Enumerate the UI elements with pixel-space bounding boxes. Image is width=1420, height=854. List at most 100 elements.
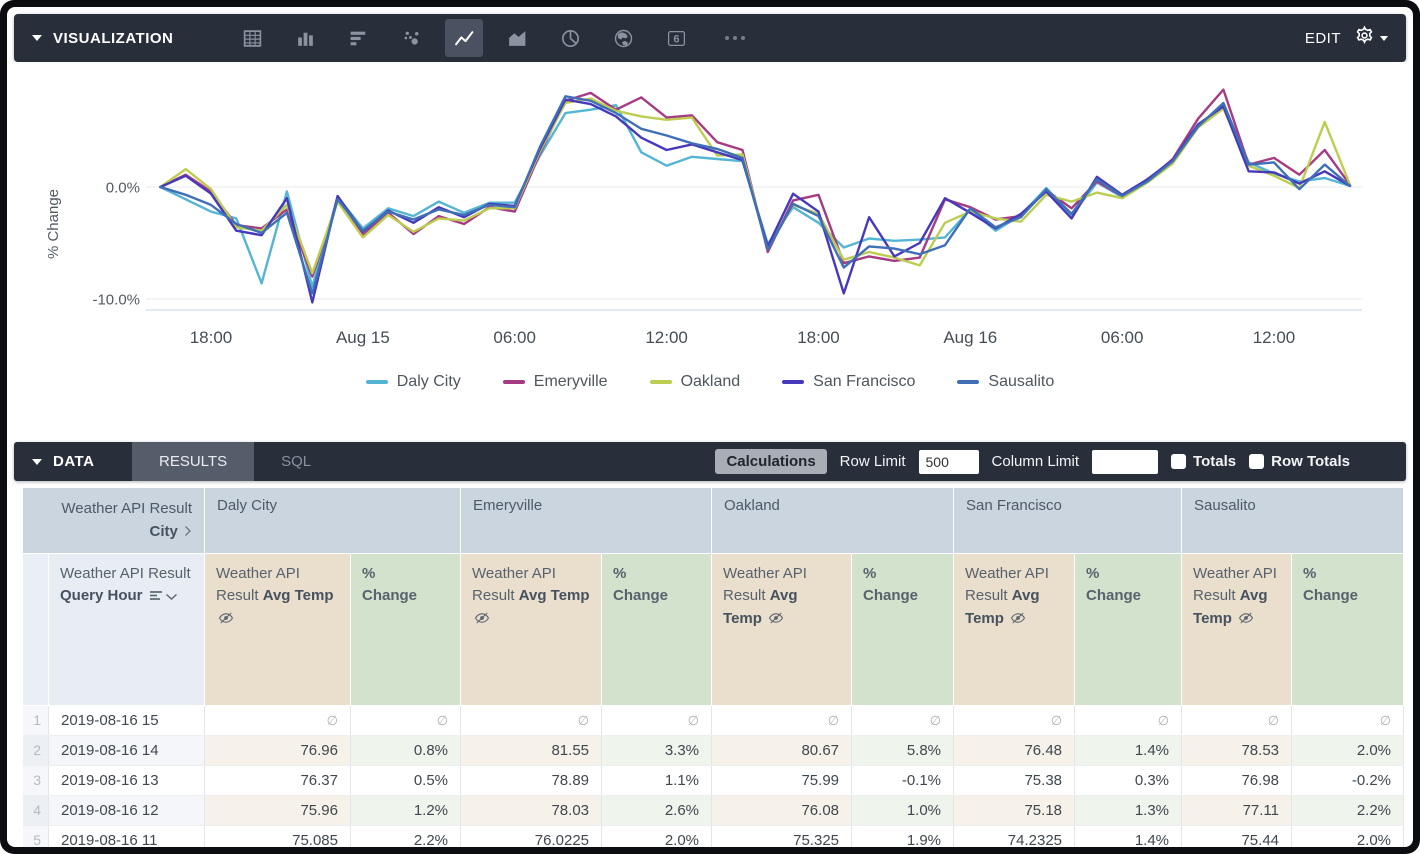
chart-type-line-icon[interactable] bbox=[445, 19, 484, 57]
pct-change-cell[interactable]: 5.8% bbox=[851, 735, 955, 766]
avg-temp-cell[interactable]: 74.2325 bbox=[953, 825, 1076, 847]
avg-temp-cell[interactable]: ∅ bbox=[711, 705, 853, 736]
chart-line-sausalito[interactable] bbox=[159, 95, 1352, 295]
pct-change-cell[interactable]: 0.5% bbox=[350, 765, 462, 796]
pct-change-cell[interactable]: 2.2% bbox=[350, 825, 462, 847]
avg-temp-cell[interactable]: 75.085 bbox=[204, 825, 351, 847]
chart-type-bar-icon[interactable] bbox=[339, 19, 377, 57]
column-limit-input[interactable] bbox=[1092, 449, 1159, 474]
chart-type-map-icon[interactable] bbox=[604, 19, 642, 57]
pct-change-cell[interactable]: 1.0% bbox=[851, 795, 955, 826]
pct-change-cell[interactable]: ∅ bbox=[350, 705, 462, 736]
pct-change-cell[interactable]: 1.3% bbox=[1074, 795, 1183, 826]
avg-temp-cell[interactable]: 77.11 bbox=[1181, 795, 1293, 826]
avg-temp-cell[interactable]: 81.55 bbox=[460, 735, 603, 766]
avg-temp-cell[interactable]: ∅ bbox=[204, 705, 351, 736]
line-chart-canvas[interactable]: 0.0% -10.0% 18:00 Aug 15 06:00 12:00 18:00 Aug … bbox=[14, 62, 1406, 358]
avg-temp-cell[interactable]: 78.03 bbox=[460, 795, 603, 826]
avg-temp-cell[interactable]: ∅ bbox=[953, 705, 1076, 736]
pct-change-cell[interactable]: 1.2% bbox=[350, 795, 462, 826]
chart-type-table-icon[interactable] bbox=[233, 19, 271, 57]
pct-change-cell[interactable]: 1.1% bbox=[601, 765, 713, 796]
edit-button[interactable]: EDIT bbox=[1304, 29, 1341, 47]
pct-change-cell[interactable]: 0.8% bbox=[350, 735, 462, 766]
pct-change-cell[interactable]: ∅ bbox=[601, 705, 713, 736]
avg-temp-header-emeryville[interactable]: Weather API Result Avg Temp bbox=[460, 552, 603, 706]
avg-temp-header-oakland[interactable]: Weather API Result Avg Temp bbox=[711, 552, 853, 706]
row-totals-checkbox[interactable] bbox=[1249, 454, 1265, 469]
pct-change-cell[interactable]: 0.3% bbox=[1074, 765, 1183, 796]
pct-change-cell[interactable]: 1.4% bbox=[1074, 735, 1183, 766]
avg-temp-cell[interactable]: 76.48 bbox=[953, 735, 1076, 766]
avg-temp-cell[interactable]: 75.99 bbox=[711, 765, 853, 796]
avg-temp-header-san-francisco[interactable]: Weather API Result Avg Temp bbox=[953, 552, 1076, 706]
avg-temp-cell[interactable]: 76.96 bbox=[204, 735, 351, 766]
legend-item-sausalito[interactable]: Sausalito bbox=[957, 373, 1054, 391]
avg-temp-header-daly-city[interactable]: Weather API Result Avg Temp bbox=[204, 552, 351, 706]
pct-change-header-oakland[interactable]: % Change bbox=[851, 552, 955, 706]
tab-results[interactable]: RESULTS bbox=[132, 442, 255, 481]
pct-change-cell[interactable]: ∅ bbox=[851, 705, 955, 736]
chart-type-area-icon[interactable] bbox=[498, 19, 536, 57]
query-hour-cell[interactable]: 2019-08-16 11 bbox=[48, 825, 205, 847]
chart-type-pie-icon[interactable] bbox=[551, 19, 589, 57]
pct-change-cell[interactable]: -0.1% bbox=[851, 765, 955, 796]
avg-temp-header-sausalito[interactable]: Weather API Result Avg Temp bbox=[1181, 552, 1293, 706]
pct-change-cell[interactable]: 2.0% bbox=[1291, 825, 1405, 847]
legend-item-daly-city[interactable]: Daly City bbox=[365, 373, 461, 391]
pct-change-cell[interactable]: 2.0% bbox=[601, 825, 713, 847]
avg-temp-cell[interactable]: ∅ bbox=[460, 705, 603, 736]
chart-type-single-value-icon[interactable]: 6 bbox=[657, 19, 695, 57]
row-limit-input[interactable] bbox=[918, 449, 979, 474]
avg-temp-cell[interactable]: 78.89 bbox=[460, 765, 603, 796]
more-chart-types-icon[interactable] bbox=[725, 36, 746, 40]
totals-checkbox[interactable] bbox=[1171, 454, 1187, 469]
avg-temp-cell[interactable]: 75.18 bbox=[953, 795, 1076, 826]
pct-change-cell[interactable]: 2.6% bbox=[601, 795, 713, 826]
avg-temp-cell[interactable]: 75.325 bbox=[711, 825, 853, 847]
legend-item-emeryville[interactable]: Emeryville bbox=[502, 373, 608, 391]
avg-temp-cell[interactable]: 75.96 bbox=[204, 795, 351, 826]
pivot-value-header-daly-city[interactable]: Daly City bbox=[203, 487, 462, 554]
chart-type-column-icon[interactable] bbox=[286, 19, 324, 57]
pivot-value-header-emeryville[interactable]: Emeryville bbox=[460, 487, 713, 554]
legend-item-san-francisco[interactable]: San Francisco bbox=[782, 373, 915, 391]
collapse-visualization-icon[interactable] bbox=[32, 35, 42, 41]
data-section-header[interactable]: DATA bbox=[14, 453, 132, 470]
avg-temp-cell[interactable]: ∅ bbox=[1181, 705, 1293, 736]
avg-temp-cell[interactable]: 76.37 bbox=[204, 765, 351, 796]
collapse-data-icon[interactable] bbox=[32, 458, 42, 465]
avg-temp-cell[interactable]: 78.53 bbox=[1181, 735, 1293, 766]
pct-change-header-san-francisco[interactable]: % Change bbox=[1074, 552, 1183, 706]
calculations-button[interactable]: Calculations bbox=[715, 449, 827, 474]
avg-temp-cell[interactable]: 76.08 bbox=[711, 795, 853, 826]
avg-temp-cell[interactable]: 76.98 bbox=[1181, 765, 1293, 796]
pivot-value-header-sausalito[interactable]: Sausalito bbox=[1181, 487, 1405, 554]
pct-change-cell[interactable]: 1.4% bbox=[1074, 825, 1183, 847]
pct-change-header-emeryville[interactable]: % Change bbox=[601, 552, 713, 706]
pct-change-cell[interactable]: ∅ bbox=[1291, 705, 1405, 736]
pct-change-cell[interactable]: -0.2% bbox=[1291, 765, 1405, 796]
pivot-value-header-san-francisco[interactable]: San Francisco bbox=[953, 487, 1183, 554]
pct-change-cell[interactable]: 3.3% bbox=[601, 735, 713, 766]
query-hour-cell[interactable]: 2019-08-16 13 bbox=[48, 765, 205, 796]
pivot-value-header-oakland[interactable]: Oakland bbox=[711, 487, 955, 554]
pct-change-header-daly-city[interactable]: % Change bbox=[349, 552, 462, 706]
pivot-dimension-header[interactable]: Weather API Result City bbox=[22, 487, 205, 554]
pct-change-cell[interactable]: ∅ bbox=[1074, 705, 1183, 736]
avg-temp-cell[interactable]: 75.38 bbox=[953, 765, 1076, 796]
query-hour-cell[interactable]: 2019-08-16 14 bbox=[48, 735, 205, 766]
pct-change-cell[interactable]: 2.2% bbox=[1291, 795, 1405, 826]
query-hour-header[interactable]: Weather API Result Query Hour bbox=[48, 552, 205, 706]
avg-temp-cell[interactable]: 80.67 bbox=[711, 735, 853, 766]
pct-change-cell[interactable]: 1.9% bbox=[851, 825, 955, 847]
query-hour-cell[interactable]: 2019-08-16 15 bbox=[48, 705, 205, 736]
legend-item-oakland[interactable]: Oakland bbox=[649, 373, 740, 391]
avg-temp-cell[interactable]: 76.0225 bbox=[460, 825, 603, 847]
chart-line-oakland[interactable] bbox=[159, 97, 1352, 275]
query-hour-cell[interactable]: 2019-08-16 12 bbox=[48, 795, 205, 826]
pct-change-cell[interactable]: 2.0% bbox=[1291, 735, 1405, 766]
chart-line-emeryville[interactable] bbox=[159, 88, 1352, 278]
tab-sql[interactable]: SQL bbox=[281, 453, 312, 470]
chart-type-scatter-icon[interactable] bbox=[392, 19, 430, 57]
